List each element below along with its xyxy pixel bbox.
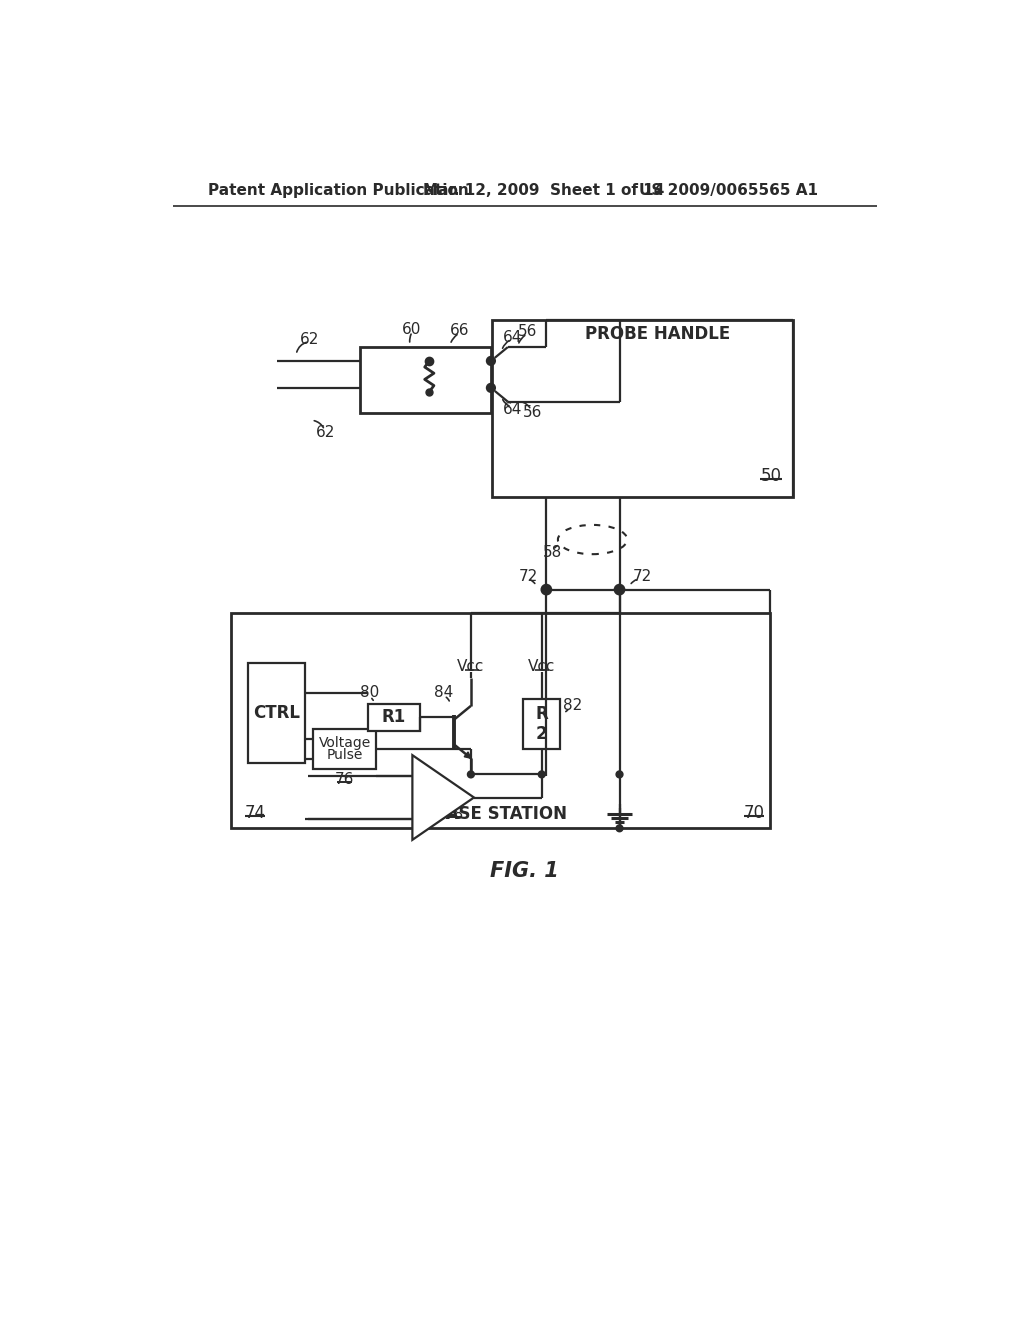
Text: Mar. 12, 2009  Sheet 1 of 14: Mar. 12, 2009 Sheet 1 of 14 xyxy=(423,183,665,198)
Text: 64: 64 xyxy=(503,330,522,345)
Text: 62: 62 xyxy=(299,331,318,347)
Circle shape xyxy=(616,771,623,777)
Text: 56: 56 xyxy=(518,325,538,339)
Circle shape xyxy=(539,771,545,777)
Text: BASE STATION: BASE STATION xyxy=(433,805,567,824)
Text: 80: 80 xyxy=(359,685,379,701)
Text: Patent Application Publication: Patent Application Publication xyxy=(208,183,468,198)
Text: 72: 72 xyxy=(633,569,652,583)
Text: Voltage: Voltage xyxy=(318,735,371,750)
Text: 74: 74 xyxy=(245,804,266,822)
Circle shape xyxy=(487,384,495,392)
Circle shape xyxy=(468,771,474,777)
Text: FIG. 1: FIG. 1 xyxy=(490,861,559,880)
Text: 60: 60 xyxy=(402,322,421,337)
Circle shape xyxy=(614,585,625,594)
Text: R
2: R 2 xyxy=(536,705,548,743)
Text: CTRL: CTRL xyxy=(253,704,300,722)
Bar xyxy=(230,612,770,829)
Text: PROBE HANDLE: PROBE HANDLE xyxy=(585,325,730,343)
Bar xyxy=(248,663,305,763)
Circle shape xyxy=(542,585,551,594)
Bar xyxy=(523,700,560,748)
Text: 78: 78 xyxy=(444,807,464,822)
Text: 82: 82 xyxy=(563,697,583,713)
Text: 58: 58 xyxy=(543,545,562,560)
Text: 56: 56 xyxy=(523,405,542,420)
Text: 72: 72 xyxy=(518,569,538,583)
Bar xyxy=(492,321,793,498)
Polygon shape xyxy=(413,755,474,840)
Text: 66: 66 xyxy=(451,323,470,338)
Circle shape xyxy=(487,358,495,364)
Polygon shape xyxy=(464,752,471,758)
Circle shape xyxy=(616,825,623,832)
Text: 76: 76 xyxy=(335,772,354,787)
Text: 50: 50 xyxy=(761,467,781,484)
Text: 70: 70 xyxy=(743,804,765,822)
Bar xyxy=(313,729,376,770)
Text: Vcc: Vcc xyxy=(457,659,484,675)
Text: Vcc: Vcc xyxy=(528,659,555,675)
Text: 64: 64 xyxy=(503,401,522,417)
Text: 84: 84 xyxy=(433,685,453,701)
Bar xyxy=(368,704,420,730)
Text: R1: R1 xyxy=(382,708,407,726)
Bar xyxy=(360,347,490,412)
Text: 62: 62 xyxy=(315,425,335,440)
Text: US 2009/0065565 A1: US 2009/0065565 A1 xyxy=(639,183,818,198)
Text: Pulse: Pulse xyxy=(327,748,362,762)
